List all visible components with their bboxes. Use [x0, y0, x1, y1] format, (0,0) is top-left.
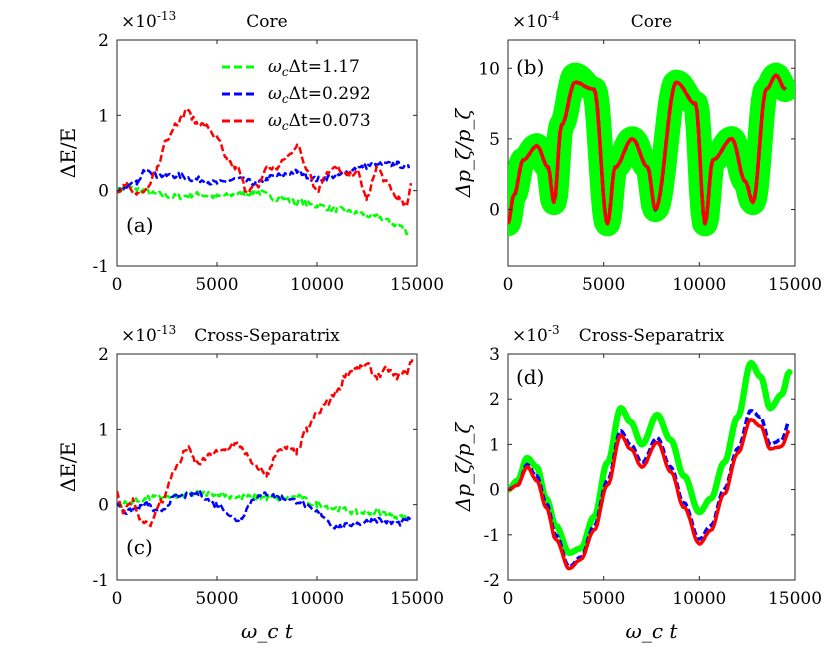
legend-sub: c: [282, 119, 289, 133]
legend-omega: ω: [268, 111, 282, 131]
series-line-red: [508, 73, 787, 226]
y-tick-label: -2: [483, 571, 500, 591]
y-exponent: -3: [548, 323, 560, 337]
y-tick-label: 1: [98, 420, 109, 440]
series-line-green-band: [508, 359, 793, 557]
x-tick-label: 10000: [290, 589, 344, 609]
legend-entry: ωcΔt=0.292: [268, 84, 371, 106]
y-tick-label: 0: [489, 201, 500, 221]
x-tick-label: 15000: [390, 589, 444, 609]
y-tick-label: 10: [478, 59, 500, 79]
series-group: [508, 62, 795, 237]
panel-label: (a): [126, 213, 154, 237]
x-tick-label: 10000: [290, 275, 344, 295]
y-multiplier: ×10-3: [512, 323, 560, 346]
y-tick-label: 3: [489, 345, 500, 365]
y-multiplier: ×10-13: [121, 9, 176, 32]
y-tick-label: 0: [98, 182, 109, 202]
legend-omega: ω: [268, 57, 282, 77]
panel-label: (d): [516, 365, 544, 389]
panel-label: (c): [126, 535, 153, 559]
y-tick-label: 2: [489, 390, 500, 410]
y-exponent: -4: [548, 9, 560, 23]
x-tick-label: 10000: [672, 275, 726, 295]
panel-title: Cross-Separatrix: [579, 326, 725, 346]
panel-label: (b): [516, 55, 544, 79]
series-line-green: [117, 184, 411, 236]
legend-value: 1.17: [322, 57, 360, 77]
x-tick-label: 15000: [768, 589, 822, 609]
series-group: [117, 357, 415, 531]
y-tick-label: 5: [489, 130, 500, 150]
axes-box: [116, 39, 418, 267]
y-multiplier: ×10-4: [512, 9, 560, 32]
x-tick-label: 5000: [195, 589, 238, 609]
x-tick-label: 0: [112, 275, 123, 295]
y-tick-label: 0: [98, 496, 109, 516]
axes-box: [507, 353, 796, 581]
legend-value: 0.073: [322, 111, 371, 131]
y-tick-label: -1: [92, 571, 109, 591]
x-axis-label: ω_c t: [241, 619, 294, 643]
y-tick-label: 2: [98, 31, 109, 51]
x-axis-label: ω_c t: [626, 619, 679, 643]
panel-title: Core: [246, 12, 287, 32]
legend-entry: ωcΔt=1.17: [268, 57, 360, 79]
y-exponent: -13: [157, 9, 176, 23]
legend-omega: ω: [268, 84, 282, 104]
y-tick-label: 1: [489, 435, 500, 455]
panel-d: 0 5000 10000 15000 -2 -1 0 1 2 3 ×10-3 Cross-Separa…: [451, 323, 822, 643]
x-tick-label: 5000: [195, 275, 238, 295]
x-tick-label: 5000: [582, 275, 625, 295]
y-tick-label: 2: [98, 345, 109, 365]
legend-entry: ωcΔt=0.073: [268, 111, 371, 133]
y-tick-label: -1: [92, 257, 109, 277]
panel-title: Cross-Separatrix: [194, 326, 340, 346]
series-group: [508, 359, 793, 571]
x-tick-label: 0: [503, 275, 514, 295]
y-multiplier: ×10-13: [121, 323, 176, 346]
panel-title: Core: [631, 12, 672, 32]
legend-mid: Δt=: [289, 57, 322, 77]
x-tick-label: 15000: [390, 275, 444, 295]
legend-sub: c: [282, 92, 289, 106]
series-line-green: [117, 489, 412, 522]
legend-mid: Δt=: [289, 84, 322, 104]
y-axis-label: ΔE/E: [56, 442, 80, 492]
y-tick-label: -1: [483, 526, 500, 546]
y-axis-label: Δp_ζ/p_ζ: [451, 422, 475, 513]
y-exponent: -13: [157, 323, 176, 337]
y-tick-label: 1: [98, 106, 109, 126]
x-tick-label: 10000: [672, 589, 726, 609]
panel-b: 0 5000 10000 15000 0 5 10 ×10-4 Core (b) Δp_ζ/p_ζ: [451, 9, 822, 295]
y-axis-label: Δp_ζ/p_ζ: [451, 108, 475, 199]
legend-sub: c: [282, 65, 289, 79]
x-tick-label: 0: [112, 589, 123, 609]
series-group: [117, 108, 413, 236]
axes-box: [116, 353, 418, 581]
y-tick-label: 0: [489, 481, 500, 501]
x-tick-label: 0: [503, 589, 514, 609]
series-line-red: [117, 357, 415, 528]
legend-value: 0.292: [322, 84, 371, 104]
series-line-red: [508, 417, 791, 571]
series-line-blue: [117, 489, 412, 531]
y-axis-label: ΔE/E: [56, 128, 80, 178]
x-tick-label: 5000: [582, 589, 625, 609]
series-line-red: [117, 108, 413, 207]
x-tick-label: 15000: [768, 275, 822, 295]
legend-mid: Δt=: [289, 111, 322, 131]
